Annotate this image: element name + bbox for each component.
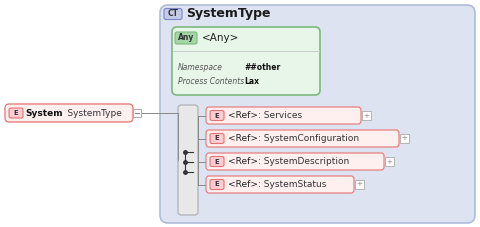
- Bar: [355, 180, 364, 189]
- FancyBboxPatch shape: [164, 8, 182, 20]
- Text: <Ref>: <Ref>: [228, 157, 258, 166]
- FancyBboxPatch shape: [206, 130, 399, 147]
- FancyBboxPatch shape: [210, 111, 224, 121]
- Text: E: E: [215, 158, 219, 165]
- FancyBboxPatch shape: [175, 32, 197, 44]
- FancyBboxPatch shape: [206, 153, 384, 170]
- Text: :  SystemType: : SystemType: [53, 109, 122, 118]
- Text: Any: Any: [178, 34, 194, 42]
- Text: <Ref>: <Ref>: [228, 134, 258, 143]
- Bar: [400, 134, 409, 143]
- Text: <Ref>: <Ref>: [228, 111, 258, 120]
- Bar: [385, 157, 394, 166]
- Text: : SystemDescription: : SystemDescription: [258, 157, 349, 166]
- Bar: [362, 111, 371, 120]
- FancyBboxPatch shape: [210, 133, 224, 143]
- Text: Process Contents: Process Contents: [178, 77, 244, 86]
- Text: System: System: [25, 109, 62, 118]
- Text: : SystemConfiguration: : SystemConfiguration: [258, 134, 359, 143]
- FancyBboxPatch shape: [206, 107, 361, 124]
- Text: +: +: [363, 113, 370, 118]
- Text: E: E: [215, 136, 219, 141]
- FancyBboxPatch shape: [178, 105, 198, 215]
- Text: E: E: [215, 113, 219, 118]
- Text: <Ref>: <Ref>: [228, 180, 258, 189]
- Bar: [133, 109, 141, 117]
- FancyBboxPatch shape: [206, 176, 354, 193]
- Text: ##other: ##other: [244, 63, 280, 72]
- FancyBboxPatch shape: [210, 180, 224, 190]
- FancyBboxPatch shape: [160, 5, 475, 223]
- Text: +: +: [402, 136, 408, 141]
- Text: +: +: [357, 182, 362, 188]
- Text: Lax: Lax: [244, 77, 259, 86]
- Text: : Services: : Services: [258, 111, 302, 120]
- FancyBboxPatch shape: [172, 27, 320, 95]
- Text: Namespace: Namespace: [178, 63, 223, 72]
- Text: SystemType: SystemType: [186, 7, 271, 20]
- Text: E: E: [215, 182, 219, 188]
- FancyBboxPatch shape: [9, 108, 23, 118]
- Text: E: E: [13, 110, 18, 116]
- Text: : SystemStatus: : SystemStatus: [258, 180, 326, 189]
- Text: +: +: [386, 158, 393, 165]
- FancyBboxPatch shape: [210, 156, 224, 166]
- Text: CT: CT: [168, 10, 179, 18]
- FancyBboxPatch shape: [5, 104, 133, 122]
- Text: <Any>: <Any>: [202, 33, 240, 43]
